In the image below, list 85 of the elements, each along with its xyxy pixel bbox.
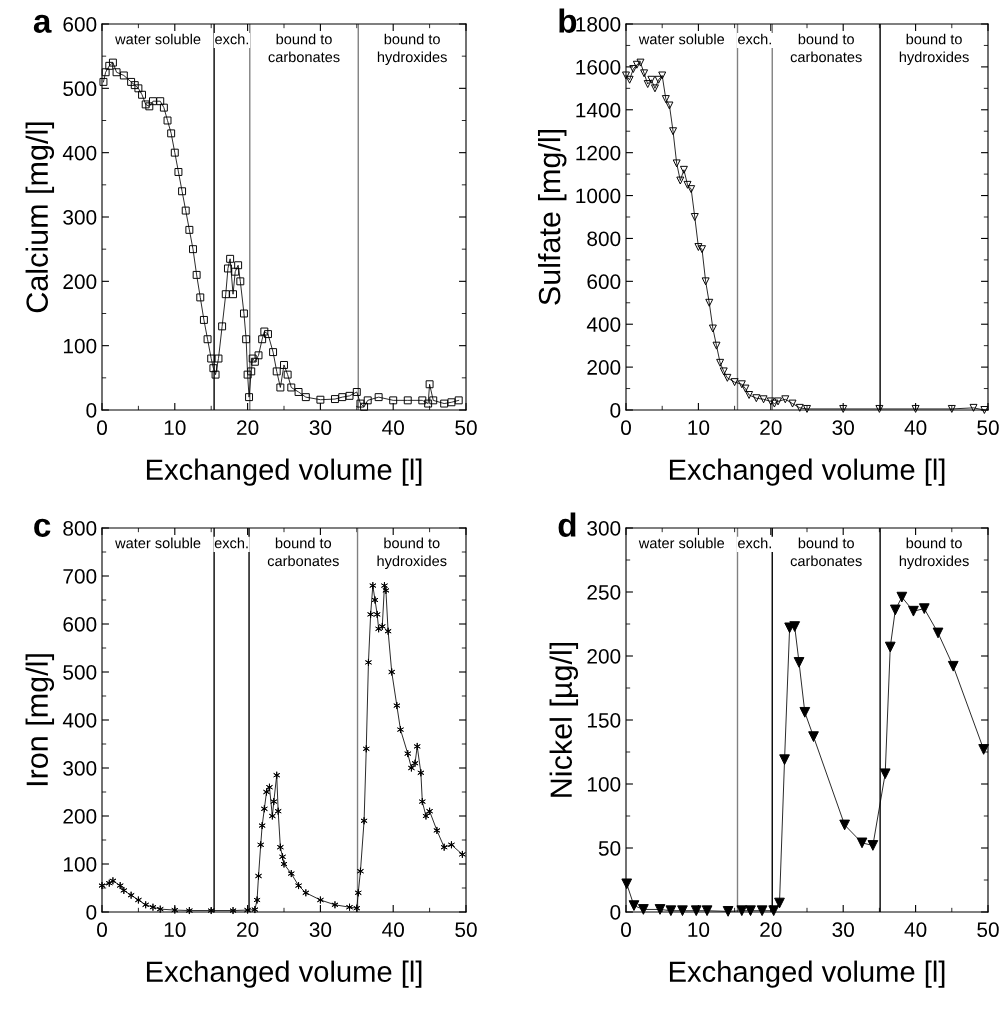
chart-title: b xyxy=(559,8,577,33)
annotation: bound to carbonates xyxy=(790,33,862,63)
y-tick-label: 150 xyxy=(587,713,621,728)
x-tick-label: 50 xyxy=(455,922,477,938)
y-axis-title: Sulfate [mg/l] xyxy=(537,130,567,305)
annotation: exch. xyxy=(738,33,771,45)
y-tick-label: 800 xyxy=(63,521,97,536)
x-tick-label: 10 xyxy=(688,922,710,938)
annotation: bound to hydroxides xyxy=(899,537,969,570)
y-tick-label: 300 xyxy=(63,210,97,225)
y-axis-title: Nickel [µg/l] xyxy=(549,642,579,797)
x-tick-label: 10 xyxy=(688,420,710,436)
chart-title: c xyxy=(34,518,51,537)
x-tick-label: 40 xyxy=(382,420,404,436)
y-tick-label: 400 xyxy=(62,145,97,161)
chart-title: a xyxy=(33,14,52,33)
x-tick-label: 20 xyxy=(760,420,782,436)
x-tick-label: 50 xyxy=(455,420,477,436)
x-tick-label: 30 xyxy=(832,420,854,436)
x-tick-label: 20 xyxy=(237,922,259,938)
y-axis-title: Iron [mg/l] xyxy=(25,654,55,786)
y-tick-label: 300 xyxy=(63,761,97,776)
y-tick-label: 250 xyxy=(587,585,621,600)
x-tick-label: 30 xyxy=(309,420,332,436)
y-tick-label: 500 xyxy=(63,665,97,680)
x-tick-label: 40 xyxy=(382,922,404,938)
y-tick-label: 1400 xyxy=(576,102,621,118)
y-tick-label: 800 xyxy=(587,231,621,247)
x-axis-title: Exchanged volume [l] xyxy=(669,458,945,486)
x-axis-title: Exchanged volume [l] xyxy=(146,960,422,988)
x-tick-label: 30 xyxy=(309,922,332,938)
x-axis-title: Exchanged volume [l] xyxy=(669,960,945,988)
y-tick-label: 1200 xyxy=(576,145,621,161)
x-tick-label: 40 xyxy=(904,922,927,938)
y-tick-label: 400 xyxy=(62,713,97,728)
y-tick-label: 1800 xyxy=(576,17,621,32)
y-tick-label: 400 xyxy=(586,317,621,332)
y-tick-label: 200 xyxy=(587,649,621,664)
annotation: bound to hydroxides xyxy=(377,33,447,66)
x-tick-label: 0 xyxy=(97,420,107,436)
annotation: exch. xyxy=(214,537,248,549)
annotation: water soluble xyxy=(115,33,201,45)
y-tick-label: 500 xyxy=(63,81,97,97)
annotation: water soluble xyxy=(115,537,201,549)
annotation: bound to hydroxides xyxy=(899,33,969,66)
annotation: bound to carbonates xyxy=(267,537,339,567)
x-tick-label: 10 xyxy=(164,420,186,436)
annotation: exch. xyxy=(215,33,249,45)
y-tick-label: 50 xyxy=(598,841,621,856)
y-tick-label: 700 xyxy=(63,569,97,584)
x-tick-label: 0 xyxy=(97,922,107,938)
y-tick-label: 600 xyxy=(63,617,97,632)
annotation: water soluble xyxy=(638,33,725,45)
y-tick-label: 1600 xyxy=(576,59,621,75)
x-tick-label: 10 xyxy=(164,922,186,938)
x-tick-label: 20 xyxy=(760,922,782,938)
annotation: exch. xyxy=(738,537,771,549)
x-tick-label: 40 xyxy=(904,420,927,436)
x-tick-label: 50 xyxy=(977,420,999,436)
x-tick-label: 30 xyxy=(832,922,854,938)
annotation: water soluble xyxy=(638,537,725,549)
x-axis-title: Exchanged volume [l] xyxy=(146,458,422,486)
y-tick-label: 100 xyxy=(63,857,97,872)
y-tick-label: 100 xyxy=(587,777,621,792)
y-tick-label: 1000 xyxy=(576,188,621,204)
annotation: bound to hydroxides xyxy=(377,537,447,570)
y-tick-label: 600 xyxy=(587,274,621,290)
annotation: bound to carbonates xyxy=(790,537,862,567)
chart-title: d xyxy=(558,512,576,537)
y-tick-label: 0 xyxy=(610,905,621,920)
y-tick-label: 200 xyxy=(587,360,621,375)
x-tick-label: 20 xyxy=(237,420,259,436)
x-tick-label: 0 xyxy=(621,922,631,938)
x-tick-label: 50 xyxy=(977,922,999,938)
y-axis-title: Calcium [mg/l] xyxy=(25,122,55,313)
y-tick-label: 0 xyxy=(610,403,621,418)
y-tick-label: 0 xyxy=(86,905,97,920)
y-tick-label: 300 xyxy=(587,521,621,536)
y-tick-label: 0 xyxy=(86,403,97,418)
x-tick-label: 0 xyxy=(621,420,631,436)
y-tick-label: 200 xyxy=(63,809,97,824)
y-tick-label: 100 xyxy=(63,338,97,354)
y-tick-label: 600 xyxy=(63,17,97,32)
y-tick-label: 200 xyxy=(63,274,97,290)
annotation: bound to carbonates xyxy=(268,33,340,63)
